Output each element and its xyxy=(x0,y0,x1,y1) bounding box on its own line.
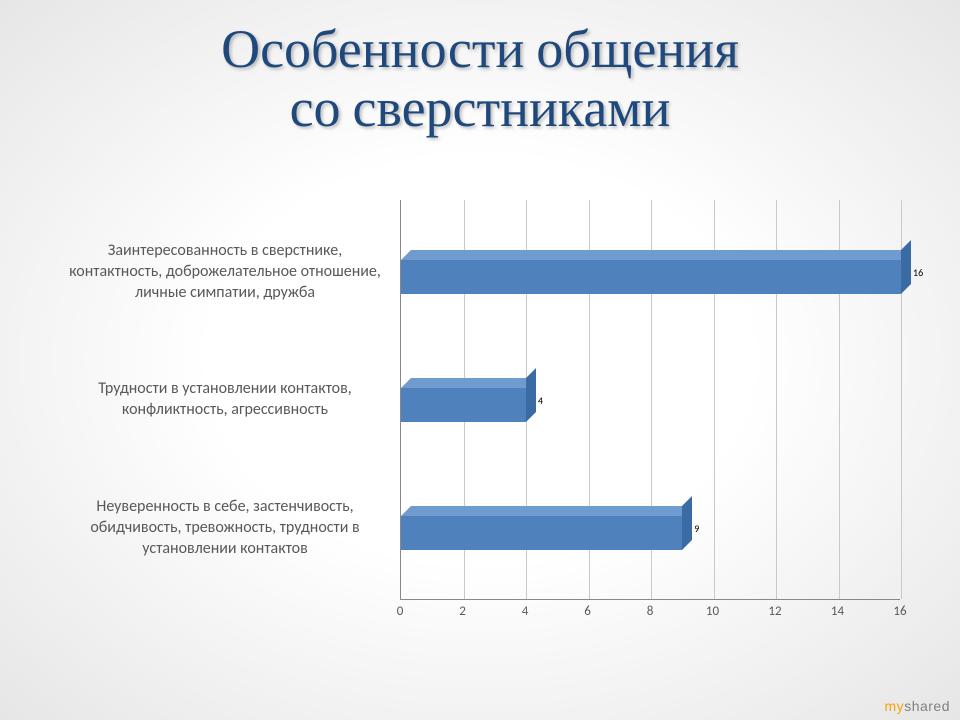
bar-side-face xyxy=(682,496,692,550)
bar-side-face xyxy=(901,240,911,294)
category-label: Заинтересованность в сверстнике, контакт… xyxy=(60,241,390,303)
chart: Заинтересованность в сверстнике, контакт… xyxy=(60,200,920,640)
watermark: myshared xyxy=(885,698,950,714)
title-line-1: Особенности общения xyxy=(30,20,930,79)
bar-value-label: 9 xyxy=(694,522,699,535)
bar-top-face xyxy=(401,250,911,260)
bar-value-label: 16 xyxy=(913,266,923,279)
x-tick-label: 14 xyxy=(831,604,844,619)
page-title: Особенности общения со сверстниками xyxy=(30,20,930,139)
bar: 4 xyxy=(401,378,526,422)
bar-top-face xyxy=(401,378,536,388)
x-tick-label: 12 xyxy=(768,604,781,619)
bar-front-face xyxy=(401,260,901,294)
watermark-my: my xyxy=(885,698,905,714)
x-tick-label: 0 xyxy=(397,604,404,619)
bar-top-face xyxy=(401,506,692,516)
bar-side-face xyxy=(526,368,536,422)
bar-value-label: 4 xyxy=(538,394,543,407)
bar: 9 xyxy=(401,506,682,550)
x-tick-label: 10 xyxy=(706,604,719,619)
category-label: Неуверенность в себе, застенчивость, оби… xyxy=(60,497,390,559)
watermark-shared: shared xyxy=(904,698,950,714)
x-tick-label: 8 xyxy=(647,604,654,619)
bar-front-face xyxy=(401,516,682,550)
x-tick-label: 6 xyxy=(584,604,591,619)
plot-area: 1649 xyxy=(400,200,900,600)
category-label: Трудности в установлении контактов, конф… xyxy=(60,379,390,421)
x-tick-label: 4 xyxy=(522,604,529,619)
x-tick-label: 16 xyxy=(893,604,906,619)
title-line-2: со сверстниками xyxy=(30,79,930,138)
x-tick-label: 2 xyxy=(459,604,466,619)
slide: Особенности общения со сверстниками Заин… xyxy=(0,0,960,720)
bar: 16 xyxy=(401,250,901,294)
y-axis-labels: Заинтересованность в сверстнике, контакт… xyxy=(60,200,400,600)
bar-front-face xyxy=(401,388,526,422)
x-axis-ticks: 0246810121416 xyxy=(400,604,900,634)
